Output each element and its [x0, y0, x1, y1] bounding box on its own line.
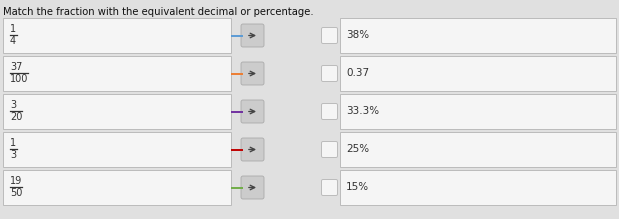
Text: 50: 50: [10, 187, 22, 198]
Text: 38%: 38%: [346, 30, 369, 41]
FancyBboxPatch shape: [340, 56, 616, 91]
Text: 15%: 15%: [346, 182, 369, 193]
FancyBboxPatch shape: [340, 18, 616, 53]
FancyBboxPatch shape: [340, 132, 616, 167]
FancyBboxPatch shape: [321, 104, 337, 120]
Text: 25%: 25%: [346, 145, 369, 154]
Text: 0.37: 0.37: [346, 69, 369, 78]
FancyBboxPatch shape: [241, 138, 264, 161]
FancyBboxPatch shape: [3, 18, 231, 53]
FancyBboxPatch shape: [321, 65, 337, 81]
FancyBboxPatch shape: [321, 28, 337, 44]
Text: 37: 37: [10, 62, 22, 71]
FancyBboxPatch shape: [3, 94, 231, 129]
FancyBboxPatch shape: [3, 56, 231, 91]
Text: 100: 100: [10, 74, 28, 83]
FancyBboxPatch shape: [241, 176, 264, 199]
FancyBboxPatch shape: [241, 24, 264, 47]
Text: 4: 4: [10, 35, 16, 46]
Text: 20: 20: [10, 111, 22, 122]
FancyBboxPatch shape: [340, 170, 616, 205]
Text: 19: 19: [10, 175, 22, 185]
FancyBboxPatch shape: [3, 132, 231, 167]
Text: Match the fraction with the equivalent decimal or percentage.: Match the fraction with the equivalent d…: [3, 7, 314, 17]
Text: 3: 3: [10, 99, 16, 110]
FancyBboxPatch shape: [340, 94, 616, 129]
FancyBboxPatch shape: [241, 62, 264, 85]
Text: 1: 1: [10, 138, 16, 148]
Text: 3: 3: [10, 150, 16, 159]
Text: 33.3%: 33.3%: [346, 106, 379, 117]
FancyBboxPatch shape: [321, 141, 337, 157]
Text: 1: 1: [10, 23, 16, 34]
FancyBboxPatch shape: [321, 180, 337, 196]
FancyBboxPatch shape: [241, 100, 264, 123]
FancyBboxPatch shape: [3, 170, 231, 205]
